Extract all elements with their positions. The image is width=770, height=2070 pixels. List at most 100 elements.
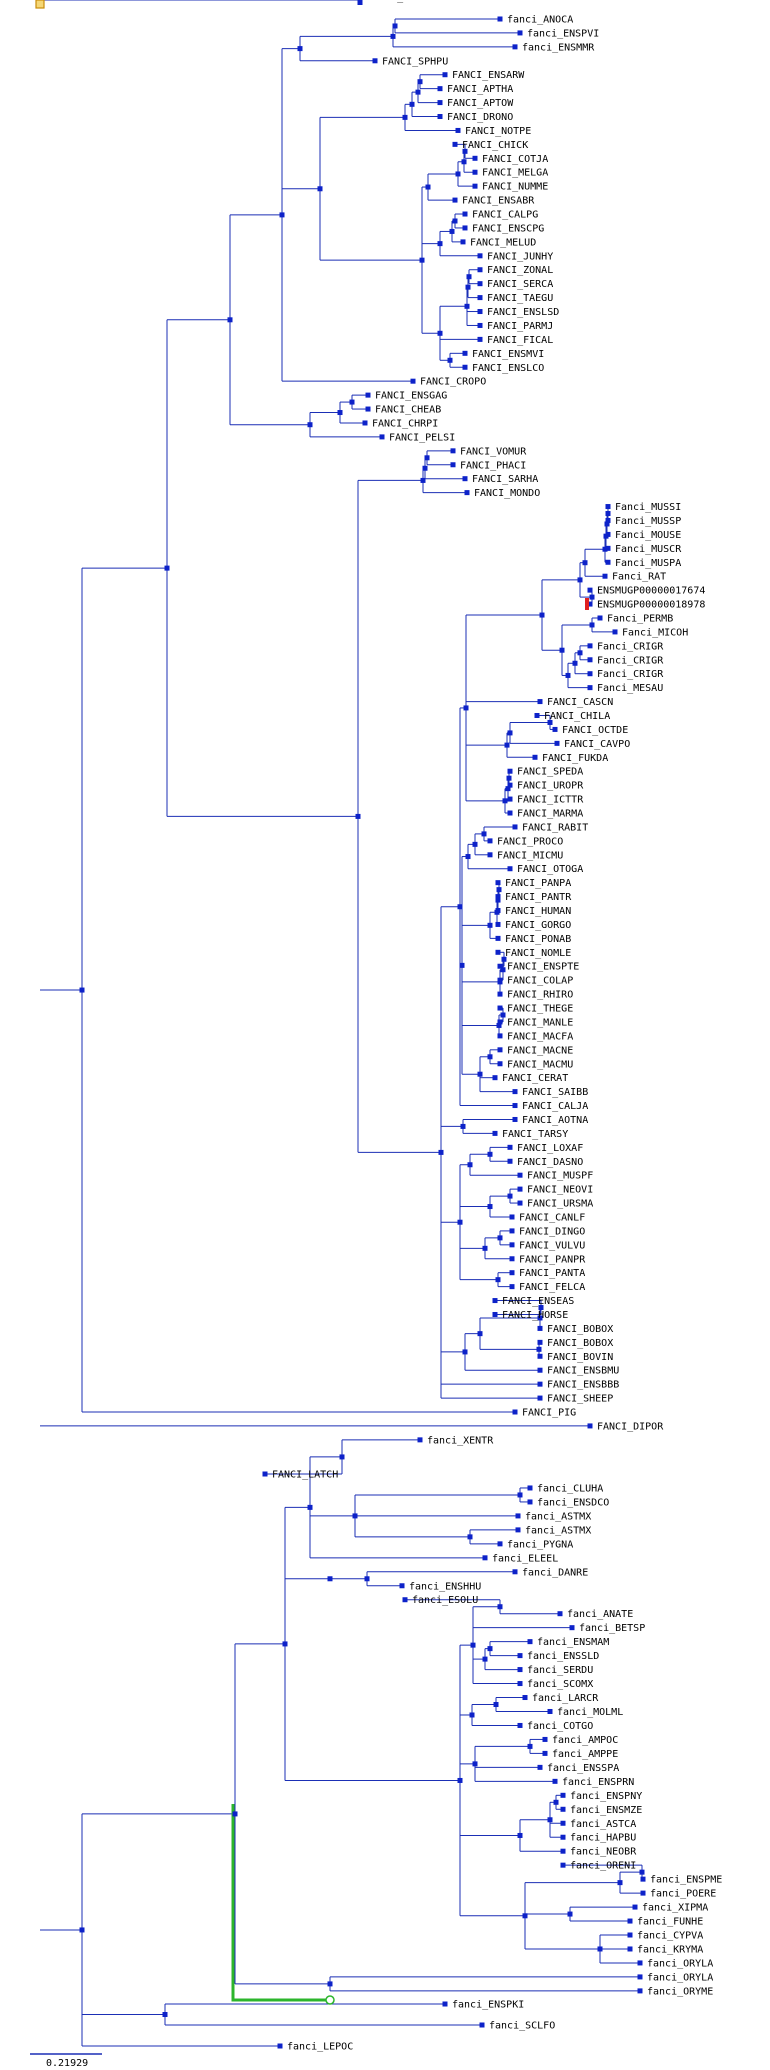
internal-node-marker[interactable] [469,1712,475,1718]
internal-node-marker[interactable] [355,813,361,819]
internal-node-marker[interactable] [417,79,423,85]
internal-node-marker[interactable] [505,786,511,792]
internal-node-marker[interactable] [494,909,500,915]
internal-node-marker[interactable] [604,521,610,527]
internal-node-marker[interactable] [487,922,493,928]
internal-node-marker[interactable] [465,854,471,860]
internal-node-marker[interactable] [461,159,467,165]
internal-node-marker[interactable] [502,798,508,804]
internal-node-marker[interactable] [477,1071,483,1077]
internal-node-marker[interactable] [597,1946,603,1952]
internal-node-marker[interactable] [507,1193,513,1199]
internal-node-marker[interactable] [559,647,565,653]
internal-node-marker[interactable] [464,303,470,309]
internal-node-marker[interactable] [422,465,428,471]
internal-node-marker[interactable] [477,1331,483,1337]
internal-node-marker[interactable] [467,1162,473,1168]
internal-node-marker[interactable] [472,1761,478,1767]
internal-node-marker[interactable] [438,1149,444,1155]
internal-node-marker[interactable] [495,1277,501,1283]
internal-node-marker[interactable] [538,1305,544,1311]
internal-node-marker[interactable] [279,212,285,218]
internal-node-marker[interactable] [582,560,588,566]
internal-node-marker[interactable] [537,1315,543,1321]
internal-node-marker[interactable] [307,1504,313,1510]
internal-node-marker[interactable] [465,284,471,290]
internal-node-marker[interactable] [447,357,453,363]
internal-node-marker[interactable] [497,1235,503,1241]
internal-node-marker[interactable] [496,1022,502,1028]
internal-node-marker[interactable] [424,455,430,461]
internal-node-marker[interactable] [327,1981,333,1987]
internal-node-marker[interactable] [449,228,455,234]
internal-node-marker[interactable] [572,660,578,666]
internal-node-marker[interactable] [482,1656,488,1662]
internal-node-marker[interactable] [507,730,513,736]
internal-node-marker[interactable] [639,1869,645,1875]
internal-node-marker[interactable] [457,904,463,910]
internal-node-marker[interactable] [472,841,478,847]
internal-node-marker[interactable] [504,742,510,748]
internal-node-marker[interactable] [409,101,415,107]
internal-node-marker[interactable] [577,577,583,583]
internal-node-marker[interactable] [466,274,472,280]
internal-node-marker[interactable] [337,410,343,416]
internal-node-marker[interactable] [462,1349,468,1355]
internal-node-marker[interactable] [164,565,170,571]
internal-node-marker[interactable] [463,705,469,711]
internal-node-marker[interactable] [459,962,465,968]
internal-node-marker[interactable] [539,612,545,618]
internal-node-marker[interactable] [497,979,503,985]
internal-node-marker[interactable] [517,1492,523,1498]
internal-node-marker[interactable] [327,1576,333,1582]
internal-node-marker[interactable] [605,511,611,517]
internal-node-marker[interactable] [462,148,468,154]
internal-node-marker[interactable] [487,1054,493,1060]
internal-node-marker[interactable] [460,1123,466,1129]
internal-node-marker[interactable] [457,1777,463,1783]
internal-node-marker[interactable] [79,987,85,993]
internal-node-marker[interactable] [349,399,355,405]
internal-node-marker[interactable] [455,171,461,177]
internal-node-marker[interactable] [553,1799,559,1805]
internal-node-marker[interactable] [517,1832,523,1838]
internal-node-marker[interactable] [452,218,458,224]
internal-node-marker[interactable] [501,956,507,962]
internal-node-marker[interactable] [317,186,323,192]
internal-node-marker[interactable] [420,477,426,483]
internal-node-marker[interactable] [232,1811,238,1817]
internal-node-marker[interactable] [497,1604,503,1610]
internal-node-marker[interactable] [437,241,443,247]
internal-node-marker[interactable] [425,184,431,190]
internal-node-marker[interactable] [487,1151,493,1157]
internal-node-marker[interactable] [565,672,571,678]
internal-node-marker[interactable] [481,831,487,837]
internal-node-marker[interactable] [402,114,408,120]
internal-node-marker[interactable] [527,1743,533,1749]
internal-node-marker[interactable] [496,887,502,893]
internal-node-marker[interactable] [419,257,425,263]
internal-node-marker[interactable] [79,1927,85,1933]
root-node-marker[interactable] [35,0,45,9]
internal-node-marker[interactable] [577,650,583,656]
selected-node-marker[interactable] [325,1995,335,2005]
internal-node-marker[interactable] [415,89,421,95]
internal-node-marker[interactable] [487,1646,493,1652]
internal-node-marker[interactable] [467,1534,473,1540]
internal-node-marker[interactable] [500,1012,506,1018]
internal-node-marker[interactable] [603,533,609,539]
internal-node-marker[interactable] [297,46,303,52]
internal-node-marker[interactable] [602,546,608,552]
internal-node-marker[interactable] [522,1913,528,1919]
internal-node-marker[interactable] [589,622,595,628]
internal-node-marker[interactable] [493,1702,499,1708]
internal-node-marker[interactable] [617,1880,623,1886]
internal-node-marker[interactable] [227,317,233,323]
internal-node-marker[interactable] [162,2012,168,2017]
internal-node-marker[interactable] [470,1642,476,1648]
internal-node-marker[interactable] [567,1911,573,1917]
internal-node-marker[interactable] [536,1346,542,1352]
internal-node-marker[interactable] [547,1817,553,1823]
internal-node-marker[interactable] [547,719,553,725]
internal-node-marker[interactable] [482,1245,488,1251]
